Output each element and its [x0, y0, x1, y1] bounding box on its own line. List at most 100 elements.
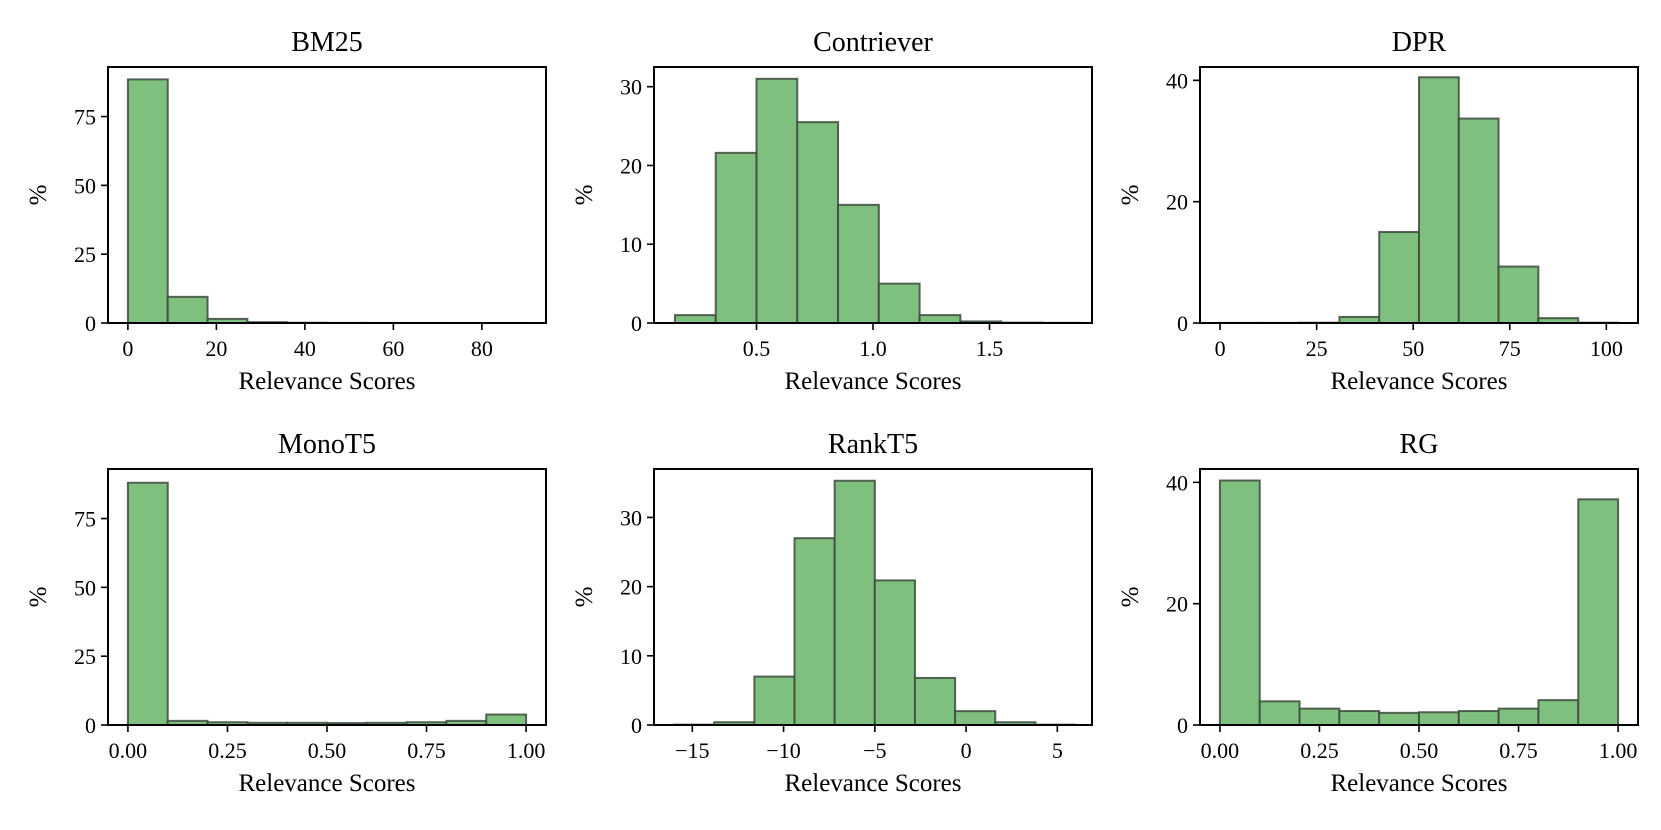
x-tick-label: 0.75 — [407, 738, 446, 763]
histogram-bar — [837, 203, 880, 325]
y-tick-label: 40 — [1166, 68, 1188, 93]
histogram-bar — [755, 77, 799, 324]
x-axis-label: Relevance Scores — [238, 770, 415, 797]
y-axis-label: % — [571, 587, 598, 608]
y-tick-label: 20 — [620, 153, 642, 178]
y-tick-label: 0 — [85, 713, 96, 738]
y-tick-label: 30 — [620, 505, 642, 530]
histogram-bar — [1537, 699, 1580, 727]
x-tick-label: 75 — [1499, 336, 1521, 361]
x-tick-label: 0.25 — [208, 738, 247, 763]
x-tick-label: 5 — [1052, 738, 1063, 763]
histogram-bar — [1378, 231, 1420, 325]
panel-title: DPR — [1392, 27, 1447, 58]
x-tick-label: 0.50 — [1400, 738, 1439, 763]
y-tick-label: 50 — [74, 575, 96, 600]
x-tick-label: 0.50 — [308, 738, 347, 763]
histogram-bar — [126, 481, 169, 726]
y-tick-label: 0 — [631, 311, 642, 336]
panel-title: RankT5 — [828, 429, 918, 460]
panel-contriever: 0.5 1.0 1.5 0 10 20 30 Contriever Relevance Scor… — [571, 27, 1093, 395]
x-tick-label: 0.00 — [109, 738, 148, 763]
panel-title: Contriever — [813, 27, 933, 58]
histogram-bar — [913, 676, 957, 727]
x-axis-label: Relevance Scores — [1330, 368, 1507, 395]
histogram-bar — [1298, 707, 1341, 726]
x-tick-label: 0 — [122, 336, 133, 361]
histogram-bar — [166, 295, 209, 324]
histogram-bar — [673, 314, 717, 325]
y-tick-label: 75 — [74, 105, 96, 130]
x-axis-label: Relevance Scores — [784, 770, 961, 797]
x-tick-label: 25 — [1306, 336, 1328, 361]
panel-monot5: 0.00 0.25 0.50 0.75 1.00 0 25 50 75 MonoT5 Relevan… — [25, 429, 547, 797]
panel-rg: 0.00 0.25 0.50 0.75 1.00 0 20 40 RG Relevance Sco… — [1117, 429, 1639, 797]
y-tick-label: 40 — [1166, 470, 1188, 495]
y-tick-label: 75 — [74, 507, 96, 532]
y-axis-label: % — [25, 185, 52, 206]
panel-rankt5: −15 −10 −5 0 5 0 10 20 30 RankT5 Relevance Scores% — [571, 429, 1093, 797]
y-tick-label: 50 — [74, 173, 96, 198]
histogram-bar — [1497, 265, 1540, 325]
x-tick-label: 0 — [961, 738, 972, 763]
x-tick-label: 1.00 — [1599, 738, 1638, 763]
x-tick-label: 20 — [205, 336, 227, 361]
y-tick-label: 25 — [74, 242, 96, 267]
y-tick-label: 0 — [1177, 713, 1188, 738]
x-tick-label: 60 — [382, 336, 404, 361]
histogram-bar — [1378, 711, 1420, 727]
x-axis-label: Relevance Scores — [1330, 770, 1507, 797]
x-tick-label: 1.5 — [976, 336, 1004, 361]
x-tick-label: 0 — [1215, 336, 1226, 361]
y-tick-label: 10 — [620, 232, 642, 257]
x-tick-label: 40 — [294, 336, 316, 361]
histogram-bar — [485, 713, 528, 727]
histogram-bar — [796, 121, 840, 324]
histogram-bar — [833, 479, 876, 727]
x-tick-label: 1.0 — [859, 336, 887, 361]
histogram-bar — [954, 710, 997, 727]
axes-frame — [107, 66, 547, 324]
panel-title: BM25 — [291, 27, 363, 58]
histogram-bar — [714, 151, 758, 324]
axes-frame — [653, 468, 1093, 726]
panel-title: MonoT5 — [278, 429, 376, 460]
histogram-bar — [126, 78, 169, 324]
y-tick-label: 20 — [1166, 592, 1188, 617]
x-tick-label: 50 — [1402, 336, 1424, 361]
histogram-bar — [1577, 498, 1620, 726]
histogram-bar — [793, 537, 836, 727]
y-tick-label: 20 — [620, 575, 642, 600]
y-tick-label: 0 — [631, 713, 642, 738]
x-tick-label: 0.5 — [743, 336, 771, 361]
histogram-bar — [1338, 710, 1381, 726]
y-tick-label: 10 — [620, 644, 642, 669]
y-tick-label: 0 — [85, 311, 96, 336]
axes-frame — [107, 468, 547, 726]
y-axis-label: % — [1117, 185, 1144, 206]
panel-dpr: 0 25 50 75 100 0 20 40 DPR Relevance Scores% — [1117, 27, 1639, 395]
histogram-bar — [753, 675, 796, 726]
x-tick-label: −5 — [863, 738, 886, 763]
x-tick-label: 0.00 — [1201, 738, 1240, 763]
y-tick-label: 0 — [1177, 311, 1188, 336]
histogram-bar — [1218, 479, 1261, 726]
histogram-bar — [877, 282, 921, 325]
x-tick-label: 0.75 — [1499, 738, 1538, 763]
x-axis-label: Relevance Scores — [784, 368, 961, 395]
y-axis-label: % — [25, 587, 52, 608]
y-tick-label: 30 — [620, 75, 642, 100]
histogram-bar — [1418, 711, 1460, 727]
y-tick-label: 25 — [74, 644, 96, 669]
x-tick-label: 1.00 — [507, 738, 546, 763]
x-tick-label: 0.25 — [1300, 738, 1339, 763]
x-axis-label: Relevance Scores — [238, 368, 415, 395]
histogram-bar — [1497, 707, 1540, 726]
x-tick-label: 80 — [471, 336, 493, 361]
y-tick-label: 20 — [1166, 190, 1188, 215]
histogram-bar — [918, 314, 962, 325]
histogram-bar — [1258, 700, 1301, 727]
x-tick-label: 100 — [1590, 336, 1623, 361]
panel-title: RG — [1400, 429, 1439, 460]
